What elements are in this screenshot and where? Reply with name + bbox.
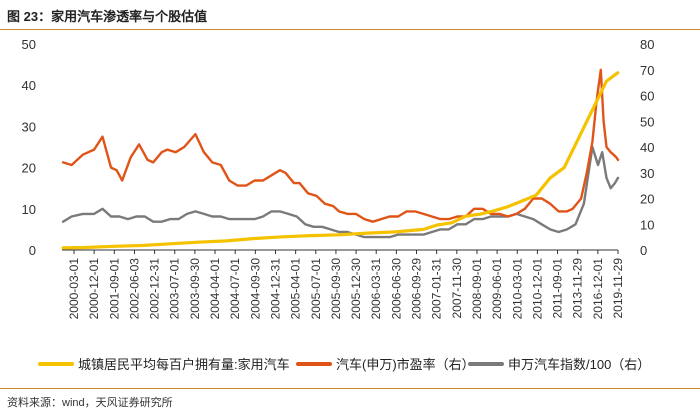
- right-tick-label: 80: [640, 37, 654, 52]
- left-tick-label: 0: [29, 243, 36, 258]
- x-tick-label: 2005-04-01: [289, 258, 303, 320]
- title-divider: [0, 29, 700, 30]
- x-tick-label: 2002-06-03: [127, 258, 141, 320]
- x-tick-label: 2006-09-29: [410, 258, 424, 320]
- right-tick-label: 40: [640, 140, 654, 155]
- left-tick-label: 10: [22, 202, 36, 217]
- x-tick-label: 2006-06-30: [389, 258, 403, 320]
- x-tick-label: 2004-09-30: [248, 258, 262, 320]
- x-tick-label: 2005-12-30: [349, 258, 363, 320]
- x-tick-label: 2002-12-31: [148, 258, 162, 320]
- right-tick-label: 60: [640, 89, 654, 104]
- left-tick-label: 20: [22, 161, 36, 176]
- x-tick-label: 2000-03-01: [67, 258, 81, 320]
- left-tick-label: 30: [22, 119, 36, 134]
- x-tick-label: 2011-09-01: [551, 258, 565, 319]
- x-tick-label: 2001-09-01: [107, 258, 121, 320]
- legend-label-2: 汽车(申万)市盈率（右）: [336, 357, 475, 372]
- series-line-3: [61, 145, 620, 239]
- series-line-1: [61, 71, 620, 250]
- x-tick-label: 2007-01-31: [430, 258, 444, 320]
- x-tick-label: 2004-07-01: [228, 258, 242, 320]
- source-note: 资料来源：wind，天风证券研究所: [7, 397, 173, 409]
- x-tick-label: 2003-09-30: [188, 258, 202, 320]
- legend-label-1: 城镇居民平均每百户拥有量:家用汽车: [78, 357, 290, 372]
- x-tick-label: 2005-09-30: [329, 258, 343, 320]
- legend-label-3: 申万汽车指数/100（右）: [508, 357, 650, 372]
- x-tick-label: 2009-06-01: [490, 258, 504, 320]
- x-tick-label: 2010-03-01: [510, 258, 524, 320]
- x-tick-label: 2000-12-01: [87, 258, 101, 320]
- x-tick-label: 2004-12-31: [268, 258, 282, 320]
- right-tick-label: 70: [640, 63, 654, 78]
- right-tick-label: 20: [640, 192, 654, 207]
- x-tick-label: 2010-12-01: [530, 258, 544, 320]
- x-tick-label: 2007-11-30: [450, 258, 464, 319]
- x-tick-label: 2016-12-01: [591, 258, 605, 320]
- title-bar: 图 23：家用汽车渗透率与个股估值: [0, 0, 700, 30]
- x-tick-label: 2003-07-01: [168, 258, 182, 320]
- x-tick-label: 2008-09-01: [470, 258, 484, 320]
- series-line-2: [61, 68, 620, 223]
- source-divider: [0, 388, 700, 389]
- right-tick-label: 0: [640, 243, 647, 258]
- x-tick-label: 2006-03-31: [369, 258, 383, 320]
- x-tick-label: 2005-07-01: [309, 258, 323, 320]
- x-tick-label: 2013-11-29: [571, 258, 585, 319]
- chart-title: 图 23：家用汽车渗透率与个股估值: [7, 9, 208, 24]
- right-tick-label: 10: [640, 217, 654, 232]
- line-chart: 0 10 20 30 40 50 0 10 20 30 40 50 60 70 80 2000-03-01 20…: [22, 37, 655, 372]
- x-tick-label: 2004-04-01: [208, 258, 222, 320]
- right-tick-label: 50: [640, 114, 654, 129]
- left-tick-label: 40: [22, 78, 36, 93]
- left-tick-label: 50: [22, 37, 36, 52]
- x-tick-label: 2019-11-29: [611, 258, 625, 319]
- right-tick-label: 30: [640, 166, 654, 181]
